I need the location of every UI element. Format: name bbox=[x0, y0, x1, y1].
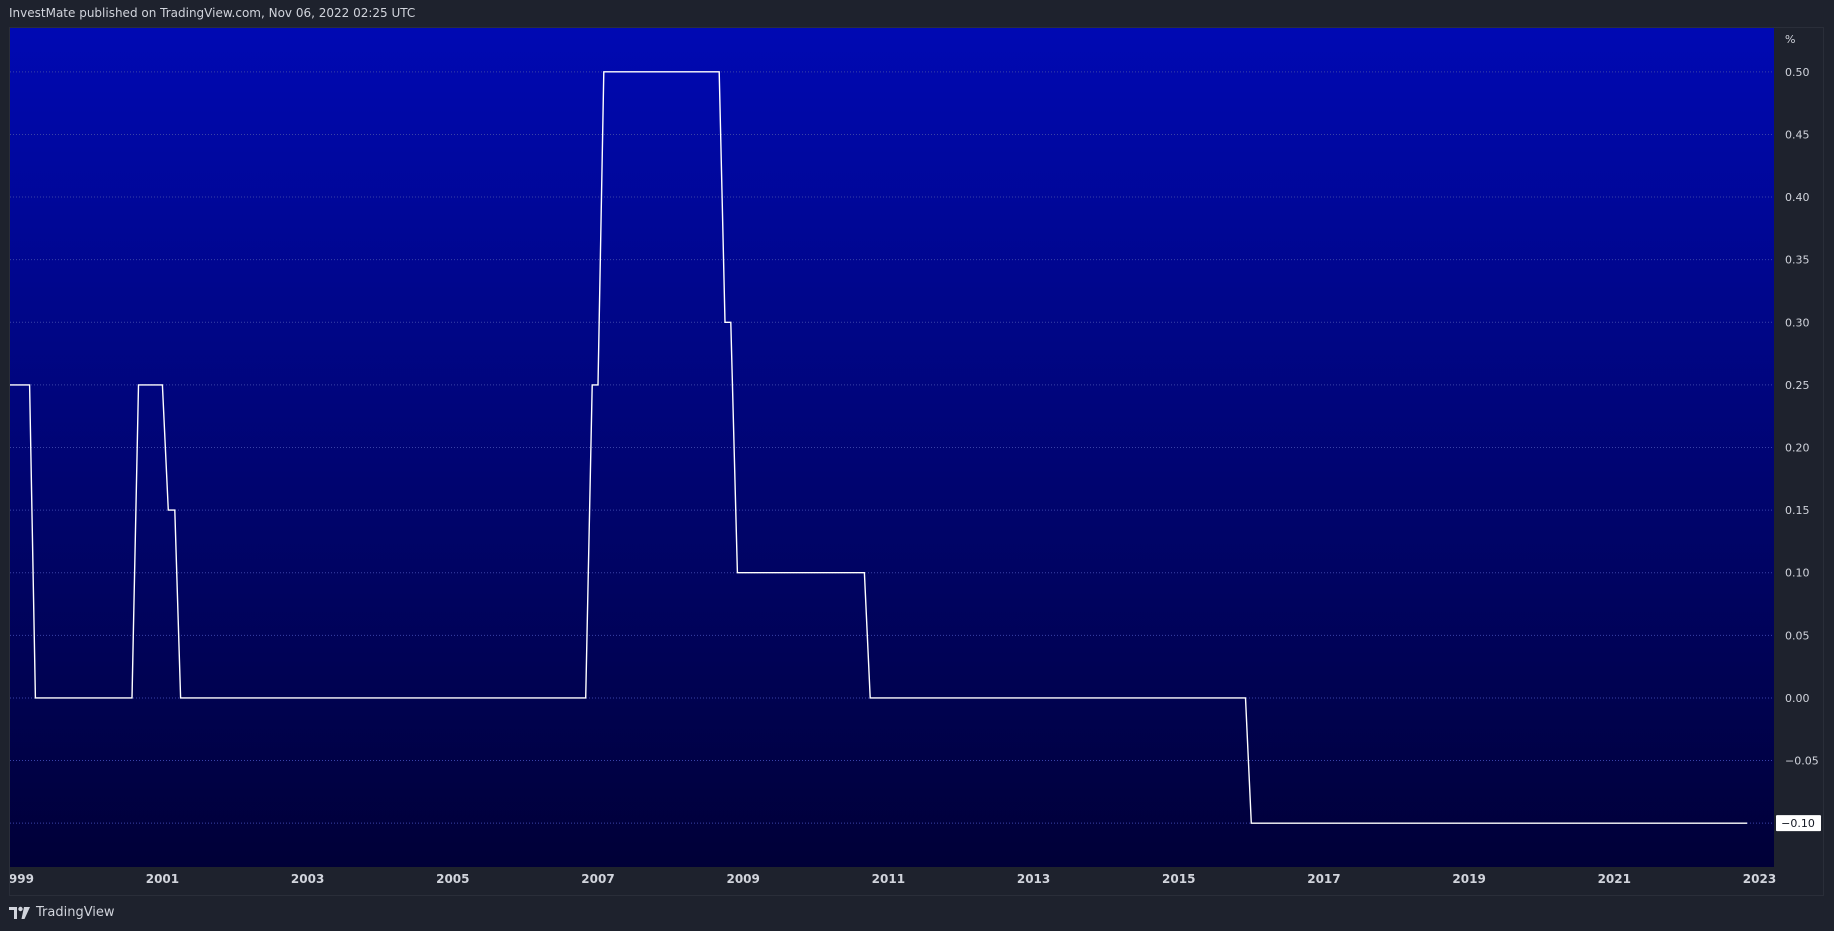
last-value-badge bbox=[1776, 815, 1821, 832]
y-tick-label: 0.10 bbox=[1785, 567, 1810, 580]
x-tick-label: 2009 bbox=[726, 872, 759, 886]
x-tick-label: 2007 bbox=[581, 872, 614, 886]
brand-name: TradingView bbox=[36, 905, 115, 920]
x-tick-label: 2019 bbox=[1452, 872, 1485, 886]
tradingview-logo-icon bbox=[9, 906, 30, 919]
y-tick-label: 0.05 bbox=[1785, 629, 1810, 642]
y-tick-label: 0.35 bbox=[1785, 254, 1810, 267]
x-tick-label: 2015 bbox=[1162, 872, 1195, 886]
price-axis: 0.50 0.45 0.40 0.35 0.30 0.25 0.20 0.15 0.10 0.05… bbox=[1785, 33, 1819, 830]
y-tick-label: 0.30 bbox=[1785, 316, 1810, 329]
price-axis-background[interactable] bbox=[1774, 28, 1823, 895]
y-unit-label: % bbox=[1785, 33, 1795, 46]
chart[interactable]: 0.50 0.45 0.40 0.35 0.30 0.25 0.20 0.15 0.10 0.05… bbox=[10, 28, 1823, 895]
footer: TradingView bbox=[9, 905, 115, 920]
x-tick-label: 2001 bbox=[146, 872, 179, 886]
last-value-marker: −0.10 bbox=[1776, 815, 1821, 832]
y-tick-label: 0.00 bbox=[1785, 692, 1810, 705]
publish-info: InvestMate published on TradingView.com,… bbox=[9, 6, 416, 20]
series-line bbox=[10, 71, 1748, 824]
x-tick-label: 1999 bbox=[10, 872, 34, 886]
y-tick-label: −0.05 bbox=[1785, 755, 1819, 768]
y-tick-label: 0.40 bbox=[1785, 191, 1810, 204]
x-tick-label: 2003 bbox=[291, 872, 324, 886]
chart-frame: 0.50 0.45 0.40 0.35 0.30 0.25 0.20 0.15 0.10 0.05… bbox=[9, 27, 1824, 896]
x-tick-label: 2023 bbox=[1743, 872, 1776, 886]
time-axis: 1999 2001 2003 2005 2007 2009 2011 2013 2015 2017… bbox=[10, 872, 1776, 886]
x-tick-label: 2021 bbox=[1598, 872, 1631, 886]
y-tick-label: 0.50 bbox=[1785, 66, 1810, 79]
y-tick-label: 0.15 bbox=[1785, 504, 1810, 517]
time-axis-background[interactable] bbox=[10, 867, 1774, 895]
x-tick-label: 2011 bbox=[872, 872, 905, 886]
x-tick-label: 2005 bbox=[436, 872, 469, 886]
y-tick-label: 0.25 bbox=[1785, 379, 1810, 392]
x-tick-label: 2013 bbox=[1017, 872, 1050, 886]
y-tick-label: 0.45 bbox=[1785, 128, 1810, 141]
y-tick-label: 0.20 bbox=[1785, 442, 1810, 455]
x-tick-label: 2017 bbox=[1307, 872, 1340, 886]
last-value-label: −0.10 bbox=[1781, 817, 1815, 830]
series-layer bbox=[10, 71, 1748, 824]
